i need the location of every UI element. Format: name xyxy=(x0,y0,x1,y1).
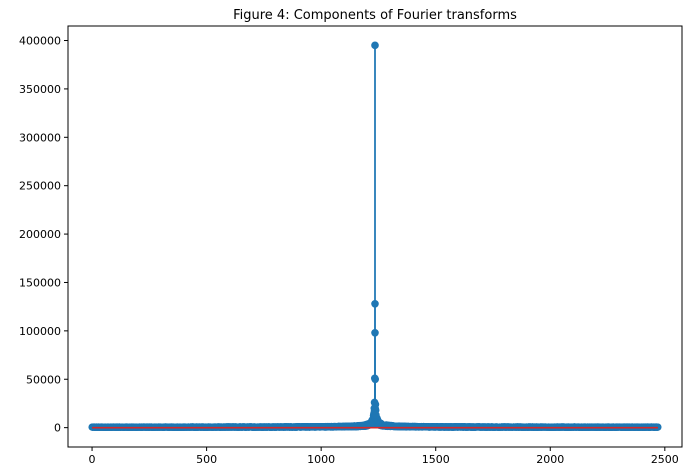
chart-title: Figure 4: Components of Fourier transfor… xyxy=(233,8,517,23)
x-axis: 0 500 1000 1500 2000 2500 xyxy=(89,447,679,466)
x-tick-label: 1500 xyxy=(422,453,450,466)
x-tick-label: 2500 xyxy=(651,453,679,466)
y-tick-label: 400000 xyxy=(19,35,61,48)
y-tick-label: 100000 xyxy=(19,325,61,338)
y-tick-label: 200000 xyxy=(19,228,61,241)
y-tick-label: 350000 xyxy=(19,83,61,96)
x-tick-label: 1000 xyxy=(307,453,335,466)
y-tick-label: 300000 xyxy=(19,131,61,144)
y-tick-label: 150000 xyxy=(19,276,61,289)
stem-marker xyxy=(371,41,379,50)
x-tick-label: 500 xyxy=(196,453,217,466)
x-tick-label: 2000 xyxy=(536,453,564,466)
y-tick-label: 0 xyxy=(54,422,61,435)
y-tick-label: 50000 xyxy=(26,373,61,386)
y-tick-label: 250000 xyxy=(19,180,61,193)
y-axis: 0 50000 100000 150000 200000 250000 300000 3500… xyxy=(19,35,68,435)
stem-marker xyxy=(654,423,662,431)
stem-marker xyxy=(371,375,380,384)
plot-marks xyxy=(88,41,662,431)
plot-frame xyxy=(67,25,683,448)
stem-marker xyxy=(371,299,379,308)
stem-lines xyxy=(91,45,659,428)
x-tick-label: 0 xyxy=(89,453,96,466)
stem-marker xyxy=(371,328,379,337)
